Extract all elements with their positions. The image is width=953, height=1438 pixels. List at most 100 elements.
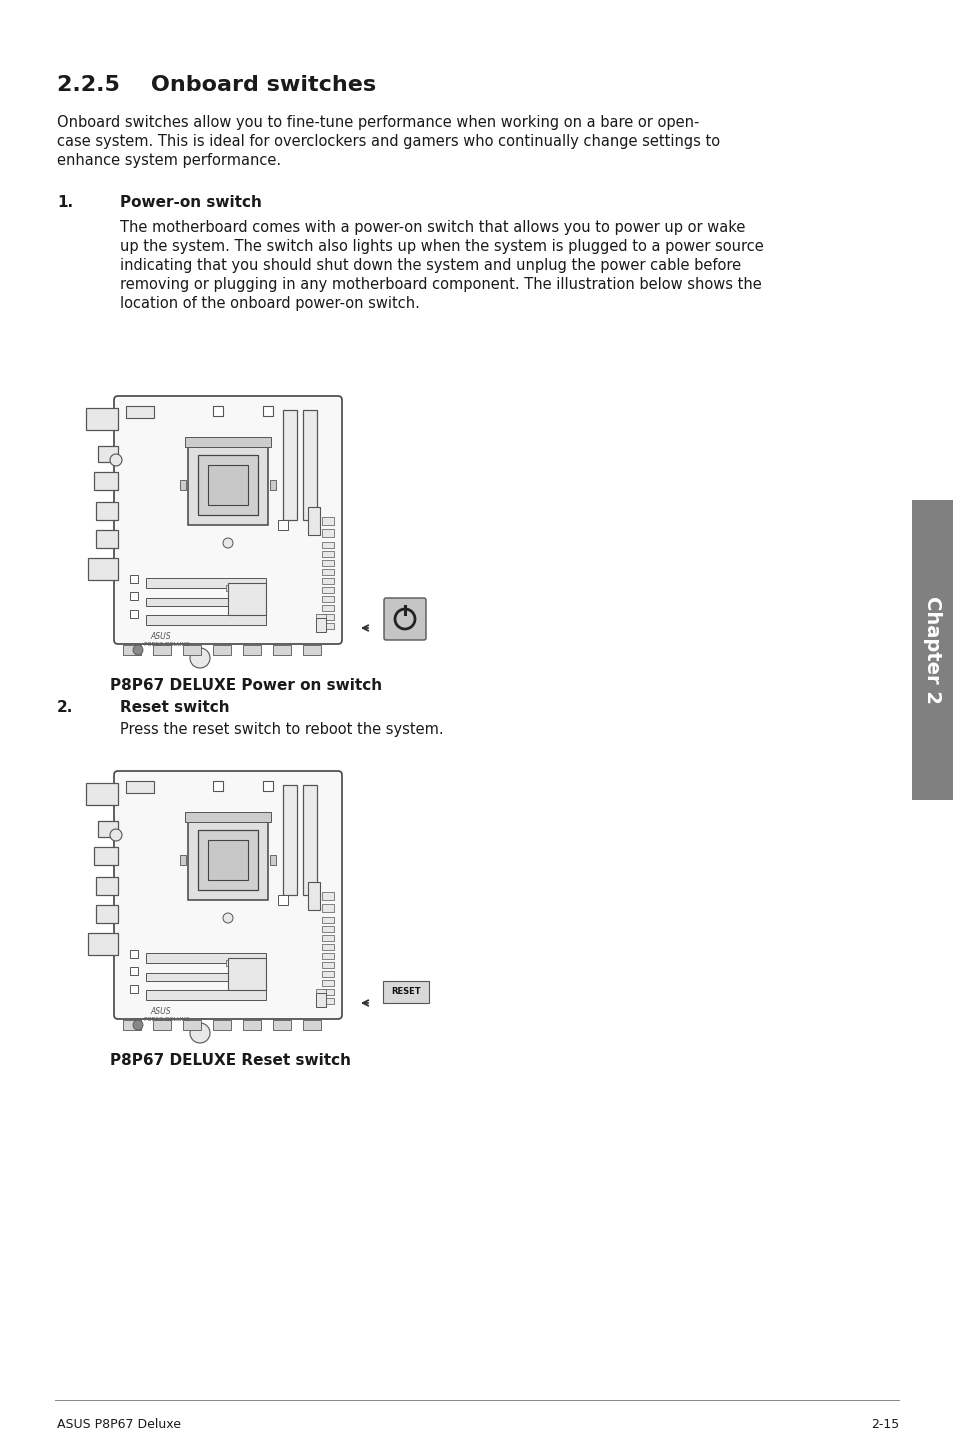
- Bar: [152, 646, 171, 654]
- Bar: [123, 646, 141, 654]
- Text: indicating that you should shut down the system and unplug the power cable befor: indicating that you should shut down the…: [120, 257, 740, 273]
- Bar: [183, 1020, 201, 1030]
- Bar: [322, 892, 334, 900]
- Bar: [322, 935, 334, 940]
- Bar: [322, 953, 334, 959]
- FancyBboxPatch shape: [113, 395, 341, 644]
- Circle shape: [190, 649, 210, 669]
- Bar: [208, 840, 248, 880]
- Bar: [322, 971, 334, 976]
- Bar: [322, 587, 334, 592]
- Bar: [315, 994, 326, 1007]
- Bar: [277, 521, 288, 531]
- Bar: [180, 856, 186, 866]
- Text: Press the reset switch to reboot the system.: Press the reset switch to reboot the sys…: [120, 722, 443, 738]
- Bar: [198, 830, 257, 890]
- Bar: [226, 585, 233, 591]
- Bar: [185, 812, 271, 823]
- Bar: [273, 646, 291, 654]
- Bar: [322, 529, 334, 536]
- Text: 2.: 2.: [57, 700, 73, 715]
- Bar: [198, 454, 257, 515]
- Bar: [130, 610, 138, 618]
- Text: up the system. The switch also lights up when the system is plugged to a power s: up the system. The switch also lights up…: [120, 239, 763, 255]
- Bar: [185, 437, 271, 447]
- Bar: [152, 1020, 171, 1030]
- Bar: [94, 847, 118, 866]
- Circle shape: [223, 913, 233, 923]
- Bar: [243, 646, 261, 654]
- Text: ASUS P8P67 Deluxe: ASUS P8P67 Deluxe: [57, 1418, 181, 1431]
- Bar: [188, 444, 268, 525]
- Text: removing or plugging in any motherboard component. The illustration below shows : removing or plugging in any motherboard …: [120, 278, 760, 292]
- Bar: [146, 953, 266, 963]
- Bar: [123, 1020, 141, 1030]
- Bar: [96, 502, 118, 521]
- Bar: [130, 951, 138, 958]
- Bar: [130, 592, 138, 600]
- Bar: [322, 559, 334, 567]
- Bar: [277, 894, 288, 905]
- Bar: [322, 518, 334, 525]
- Bar: [322, 614, 334, 620]
- Bar: [322, 623, 334, 628]
- Bar: [98, 821, 118, 837]
- Circle shape: [190, 1022, 210, 1043]
- Bar: [283, 785, 296, 894]
- Bar: [315, 614, 326, 620]
- Bar: [322, 981, 334, 986]
- Bar: [322, 917, 334, 923]
- Circle shape: [132, 646, 143, 654]
- Bar: [270, 856, 275, 866]
- Bar: [322, 962, 334, 968]
- Bar: [228, 582, 266, 615]
- Bar: [213, 646, 231, 654]
- Bar: [382, 981, 429, 1002]
- Text: Chapter 2: Chapter 2: [923, 595, 942, 705]
- Bar: [322, 989, 334, 995]
- Bar: [130, 575, 138, 582]
- Text: RESET: RESET: [391, 988, 420, 997]
- Bar: [213, 781, 223, 791]
- Bar: [226, 961, 233, 966]
- Text: ASUS: ASUS: [150, 1007, 171, 1017]
- Bar: [146, 974, 251, 981]
- Text: P8P67 DELUXE Reset switch: P8P67 DELUXE Reset switch: [110, 1053, 351, 1068]
- Bar: [322, 905, 334, 912]
- Bar: [208, 464, 248, 505]
- Bar: [86, 784, 118, 805]
- Text: P8P67 DELUXE Power on switch: P8P67 DELUXE Power on switch: [110, 677, 382, 693]
- Bar: [146, 989, 266, 999]
- Text: Onboard switches allow you to fine-tune performance when working on a bare or op: Onboard switches allow you to fine-tune …: [57, 115, 699, 129]
- Bar: [94, 472, 118, 490]
- Bar: [88, 933, 118, 955]
- Bar: [322, 605, 334, 611]
- Bar: [126, 781, 153, 792]
- Bar: [213, 1020, 231, 1030]
- Circle shape: [223, 538, 233, 548]
- Bar: [188, 820, 268, 900]
- Bar: [303, 646, 320, 654]
- Bar: [308, 881, 319, 910]
- Text: ASUS: ASUS: [150, 631, 171, 641]
- Text: The motherboard comes with a power-on switch that allows you to power up or wake: The motherboard comes with a power-on sw…: [120, 220, 744, 234]
- Bar: [322, 998, 334, 1004]
- Bar: [243, 1020, 261, 1030]
- Text: P8P67 DELUXE: P8P67 DELUXE: [144, 1017, 190, 1022]
- Bar: [322, 926, 334, 932]
- FancyBboxPatch shape: [113, 771, 341, 1020]
- Bar: [308, 508, 319, 535]
- Bar: [146, 615, 266, 626]
- Bar: [322, 578, 334, 584]
- FancyBboxPatch shape: [384, 598, 426, 640]
- Text: Power-on switch: Power-on switch: [120, 196, 262, 210]
- Bar: [126, 406, 153, 418]
- Bar: [911, 500, 953, 800]
- Bar: [146, 598, 251, 605]
- Bar: [96, 531, 118, 548]
- Text: P8P67 DELUXE: P8P67 DELUXE: [144, 641, 190, 647]
- Text: location of the onboard power-on switch.: location of the onboard power-on switch.: [120, 296, 419, 311]
- Bar: [263, 406, 273, 416]
- Bar: [303, 785, 316, 894]
- Bar: [228, 958, 266, 989]
